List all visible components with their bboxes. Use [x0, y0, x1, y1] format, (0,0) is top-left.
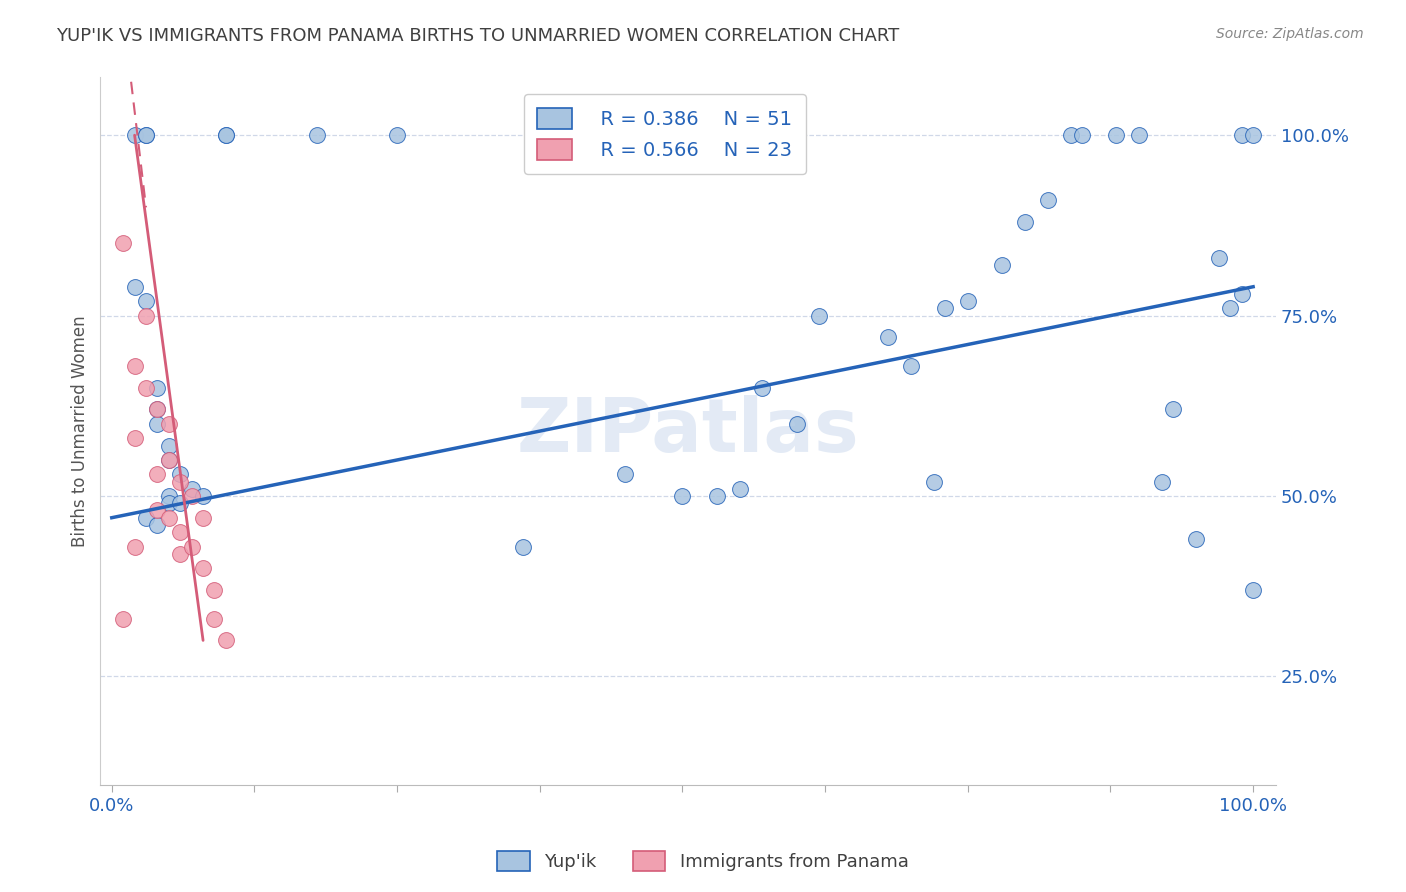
- Point: [124, 279, 146, 293]
- Point: [157, 453, 180, 467]
- Point: [991, 258, 1014, 272]
- Point: [215, 633, 238, 648]
- Point: [671, 489, 693, 503]
- Point: [877, 330, 900, 344]
- Point: [135, 128, 157, 143]
- Point: [1059, 128, 1081, 143]
- Text: Source: ZipAtlas.com: Source: ZipAtlas.com: [1216, 27, 1364, 41]
- Point: [157, 438, 180, 452]
- Point: [191, 561, 214, 575]
- Point: [169, 525, 191, 540]
- Point: [512, 540, 534, 554]
- Y-axis label: Births to Unmarried Women: Births to Unmarried Women: [72, 315, 89, 547]
- Point: [124, 431, 146, 445]
- Point: [191, 489, 214, 503]
- Text: ZIPatlas: ZIPatlas: [517, 394, 859, 467]
- Point: [1161, 402, 1184, 417]
- Point: [180, 482, 202, 496]
- Point: [169, 496, 191, 510]
- Point: [1128, 128, 1150, 143]
- Point: [146, 417, 169, 431]
- Point: [146, 402, 169, 417]
- Point: [1071, 128, 1094, 143]
- Point: [157, 453, 180, 467]
- Point: [215, 128, 238, 143]
- Point: [146, 402, 169, 417]
- Point: [1014, 215, 1036, 229]
- Point: [135, 309, 157, 323]
- Point: [169, 547, 191, 561]
- Point: [204, 612, 226, 626]
- Point: [385, 128, 408, 143]
- Point: [728, 482, 751, 496]
- Point: [1230, 287, 1253, 301]
- Point: [307, 128, 329, 143]
- Point: [786, 417, 808, 431]
- Point: [1230, 128, 1253, 143]
- Point: [157, 417, 180, 431]
- Point: [1185, 533, 1208, 547]
- Point: [191, 510, 214, 524]
- Point: [204, 582, 226, 597]
- Point: [1219, 301, 1241, 316]
- Point: [146, 467, 169, 482]
- Point: [1036, 193, 1059, 207]
- Point: [706, 489, 728, 503]
- Point: [1241, 128, 1264, 143]
- Point: [146, 503, 169, 517]
- Legend: Yup'ik, Immigrants from Panama: Yup'ik, Immigrants from Panama: [491, 844, 915, 879]
- Point: [934, 301, 956, 316]
- Point: [1150, 475, 1173, 489]
- Point: [169, 475, 191, 489]
- Point: [1208, 251, 1230, 265]
- Point: [180, 540, 202, 554]
- Text: YUP'IK VS IMMIGRANTS FROM PANAMA BIRTHS TO UNMARRIED WOMEN CORRELATION CHART: YUP'IK VS IMMIGRANTS FROM PANAMA BIRTHS …: [56, 27, 900, 45]
- Point: [135, 294, 157, 309]
- Point: [112, 236, 135, 251]
- Point: [157, 496, 180, 510]
- Point: [135, 381, 157, 395]
- Point: [180, 489, 202, 503]
- Point: [112, 612, 135, 626]
- Point: [146, 517, 169, 532]
- Point: [1105, 128, 1128, 143]
- Point: [215, 128, 238, 143]
- Point: [922, 475, 945, 489]
- Point: [124, 540, 146, 554]
- Point: [135, 128, 157, 143]
- Point: [808, 309, 831, 323]
- Point: [1241, 582, 1264, 597]
- Point: [900, 359, 922, 373]
- Point: [157, 489, 180, 503]
- Point: [124, 359, 146, 373]
- Point: [751, 381, 773, 395]
- Point: [124, 128, 146, 143]
- Point: [157, 510, 180, 524]
- Point: [169, 467, 191, 482]
- Point: [135, 510, 157, 524]
- Legend:   R = 0.386    N = 51,   R = 0.566    N = 23: R = 0.386 N = 51, R = 0.566 N = 23: [524, 95, 806, 174]
- Point: [614, 467, 637, 482]
- Point: [146, 381, 169, 395]
- Point: [956, 294, 979, 309]
